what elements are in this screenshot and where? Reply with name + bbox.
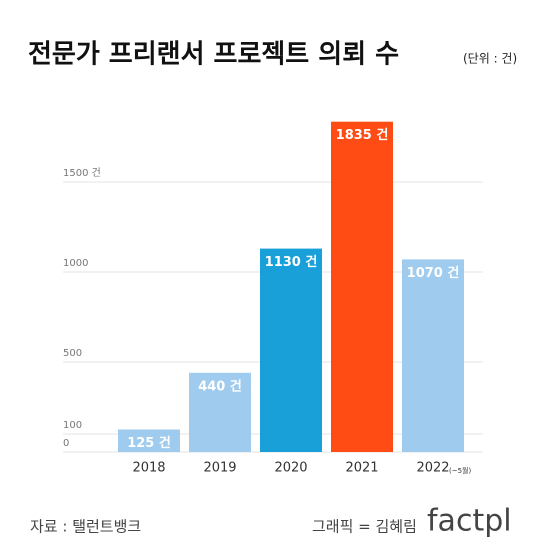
y-tick-label: 500 [63, 348, 82, 359]
bar [331, 121, 393, 452]
chart-title: 전문가 프리랜서 프로젝트 의뢰 수 [28, 40, 399, 70]
y-tick-label: 100 [63, 420, 82, 431]
x-tick-label: 2021 [345, 461, 378, 476]
source: 자료 : 탤런트뱅크 [30, 518, 141, 536]
x-tick-label: 2022 [416, 461, 449, 476]
y-tick-label: 1000 [63, 258, 88, 269]
value-label: 1835 건 [336, 127, 389, 143]
chart-subtitle: (단위 : 건) [463, 52, 517, 66]
x-tick-label: 2020 [274, 461, 307, 476]
logo: factpl [427, 504, 512, 539]
bar [189, 372, 251, 452]
value-label: 1130 건 [265, 254, 318, 270]
x-tick-label: 2018 [132, 461, 165, 476]
value-label: 1070 건 [407, 265, 460, 281]
bar [402, 259, 464, 452]
bar [260, 248, 322, 452]
bar [118, 429, 180, 452]
y-tick-label: 1500 건 [63, 167, 101, 179]
y-tick-label: 0 [63, 438, 69, 449]
value-label: 440 건 [198, 378, 242, 394]
category-note: (~5월) [449, 466, 471, 475]
x-tick-label: 2019 [203, 461, 236, 476]
credit: 그래픽 = 김혜림 [312, 518, 417, 536]
value-label: 125 건 [127, 435, 171, 451]
